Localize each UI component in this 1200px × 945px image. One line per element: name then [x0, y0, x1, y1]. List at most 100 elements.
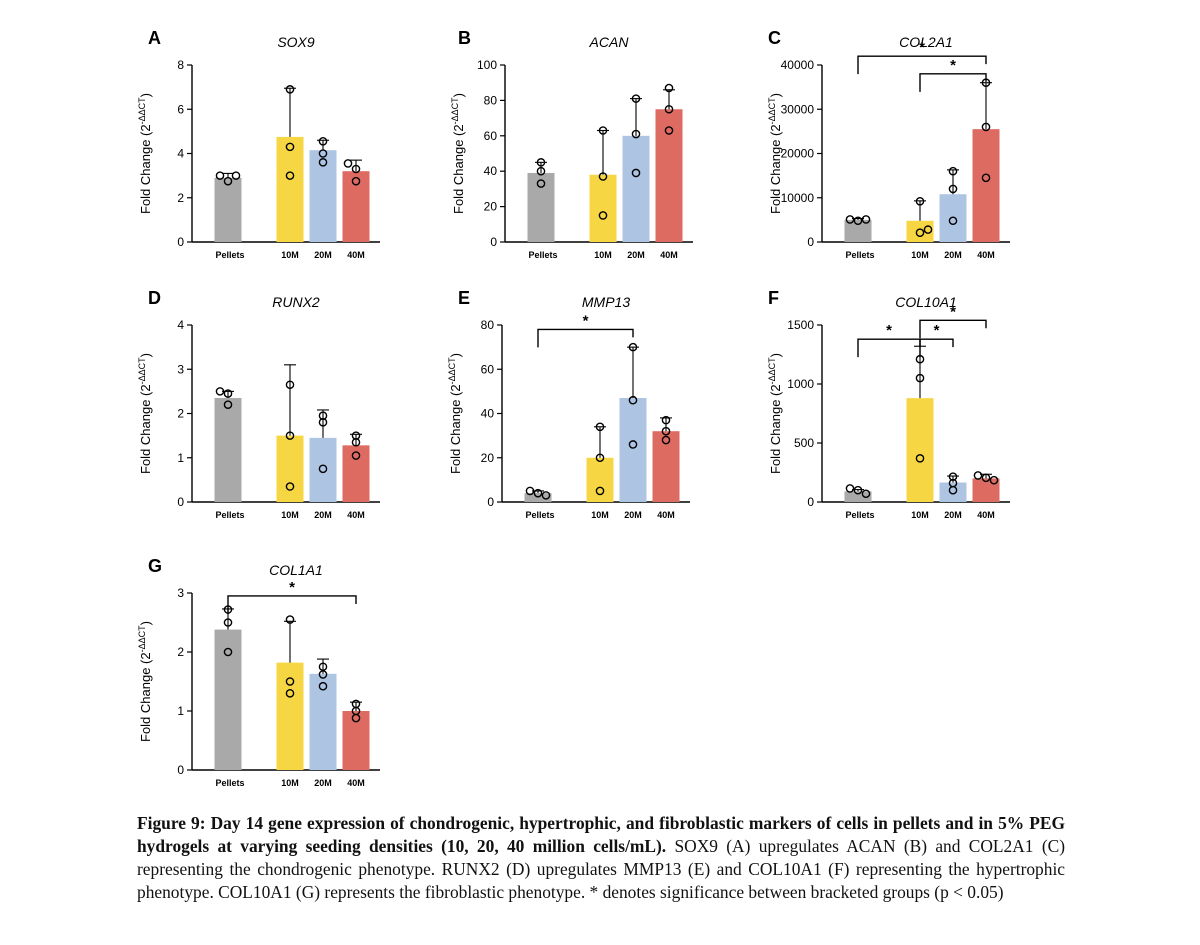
bar-20m: [309, 673, 337, 770]
bar-pellets: [524, 493, 552, 502]
bar-pellets: [527, 172, 555, 242]
data-point: [285, 380, 295, 390]
panel-letter: B: [458, 28, 471, 48]
y-tick-label: 8: [177, 58, 184, 72]
bar-10m: [586, 457, 614, 502]
x-tick-label: 40M: [657, 510, 675, 520]
panel-letter: E: [458, 288, 470, 308]
bar-40m: [342, 171, 370, 242]
panel-letter: D: [148, 288, 161, 308]
y-tick-label: 3: [177, 362, 184, 376]
y-axis-label-close: ): [451, 93, 466, 97]
bar-pellets: [844, 219, 872, 242]
panel-letter: G: [148, 556, 162, 576]
data-point: [631, 94, 641, 103]
data-point: [631, 168, 641, 178]
panel-letter: F: [768, 288, 779, 308]
data-point: [973, 471, 983, 480]
x-tick-label: 10M: [591, 510, 609, 520]
y-axis-label-exponent: -ΔΔCT: [137, 357, 147, 385]
significance-star: *: [886, 322, 892, 339]
panel-g: G COL1A1 Fold Change (2-ΔΔCT) 0 1 2 3 Pellets 10…: [120, 548, 420, 808]
bar-40m: [972, 129, 1000, 242]
significance-star: *: [289, 579, 295, 596]
x-tick-label: 20M: [314, 250, 332, 260]
y-tick-label: 0: [490, 235, 497, 249]
bar-40m: [342, 711, 370, 770]
bar-40m: [655, 109, 683, 242]
data-point: [661, 426, 671, 436]
data-point: [215, 171, 225, 180]
data-point: [628, 342, 638, 352]
data-point: [661, 435, 671, 445]
data-point: [318, 418, 328, 427]
data-point: [318, 464, 328, 474]
caption-text: SOX9 (A) upregulates ACAN (B) and COL2A1…: [137, 836, 1066, 902]
x-tick-label: 40M: [347, 250, 365, 260]
data-point: [285, 85, 295, 94]
data-point: [351, 713, 361, 723]
chart-title: RUNX2: [272, 294, 320, 310]
panel-b: B ACAN Fold Change (2-ΔΔCT) 0 20 40 60 80 100 Pel…: [430, 20, 730, 280]
significance-bracket: [227, 595, 357, 614]
x-tick-label: 40M: [347, 510, 365, 520]
caption-bold: Figure 9: Day 14 gene expression of chon…: [137, 813, 1065, 856]
data-point: [223, 176, 233, 186]
x-tick-label: Pellets: [215, 510, 244, 520]
data-point: [285, 171, 295, 180]
y-tick-label: 0: [807, 235, 814, 249]
chart-title: ACAN: [589, 34, 630, 50]
y-tick-label: 1500: [787, 318, 814, 332]
x-tick-label: Pellets: [845, 250, 874, 260]
y-tick-label: 20: [481, 451, 495, 465]
x-tick-label: Pellets: [215, 778, 244, 788]
chart-col10a1: F COL10A1 Fold Change (2-ΔΔCT) 0 500 1000 1500…: [767, 288, 1010, 520]
data-point: [223, 400, 233, 409]
x-tick-label: Pellets: [215, 250, 244, 260]
y-axis-label-close: ): [138, 621, 153, 625]
y-tick-label: 20000: [781, 147, 815, 161]
data-point: [285, 677, 295, 686]
data-point: [923, 225, 933, 234]
data-point: [318, 681, 328, 691]
y-axis-label: Fold Change (2-ΔΔCT): [767, 353, 783, 474]
x-tick-label: 10M: [281, 510, 299, 520]
x-tick-label: 10M: [281, 778, 299, 788]
chart-runx2: D RUNX2 Fold Change (2-ΔΔCT) 0 1 2 3 4 Pellets 10…: [137, 288, 380, 520]
data-point: [948, 184, 958, 194]
data-point: [915, 228, 925, 238]
y-tick-label: 3: [177, 586, 184, 600]
data-point: [351, 164, 361, 174]
x-tick-label: 20M: [944, 250, 962, 260]
y-tick-label: 30000: [781, 102, 815, 116]
panel-d: D RUNX2 Fold Change (2-ΔΔCT) 0 1 2 3 4 Pellets 10…: [120, 280, 420, 540]
y-tick-label: 40000: [781, 58, 815, 72]
bar-pellets: [844, 491, 872, 502]
chart-acan: B ACAN Fold Change (2-ΔΔCT) 0 20 40 60 80 100 Pel…: [450, 28, 693, 260]
y-tick-label: 80: [481, 318, 495, 332]
significance-bracket: [537, 328, 634, 348]
chart-title: SOX9: [277, 34, 315, 50]
data-point: [628, 440, 638, 449]
significance-bracket: [919, 73, 987, 92]
bar-40m: [652, 431, 680, 502]
y-tick-label: 40: [484, 164, 498, 178]
y-tick-label: 1000: [787, 377, 814, 391]
data-point: [981, 173, 991, 183]
y-axis-label: Fold Change (2-ΔΔCT): [450, 93, 466, 214]
data-point: [215, 387, 225, 396]
x-tick-label: 40M: [977, 510, 995, 520]
y-tick-label: 1: [177, 704, 184, 718]
bar-10m: [276, 136, 304, 242]
x-tick-label: 10M: [911, 250, 929, 260]
y-tick-label: 60: [481, 362, 495, 376]
y-tick-label: 1: [177, 451, 184, 465]
bar-10m: [906, 398, 934, 502]
data-point: [285, 142, 295, 152]
x-tick-label: 40M: [660, 250, 678, 260]
bar-10m: [589, 174, 617, 242]
data-point: [664, 104, 674, 114]
x-tick-label: Pellets: [525, 510, 554, 520]
data-point: [845, 484, 855, 493]
